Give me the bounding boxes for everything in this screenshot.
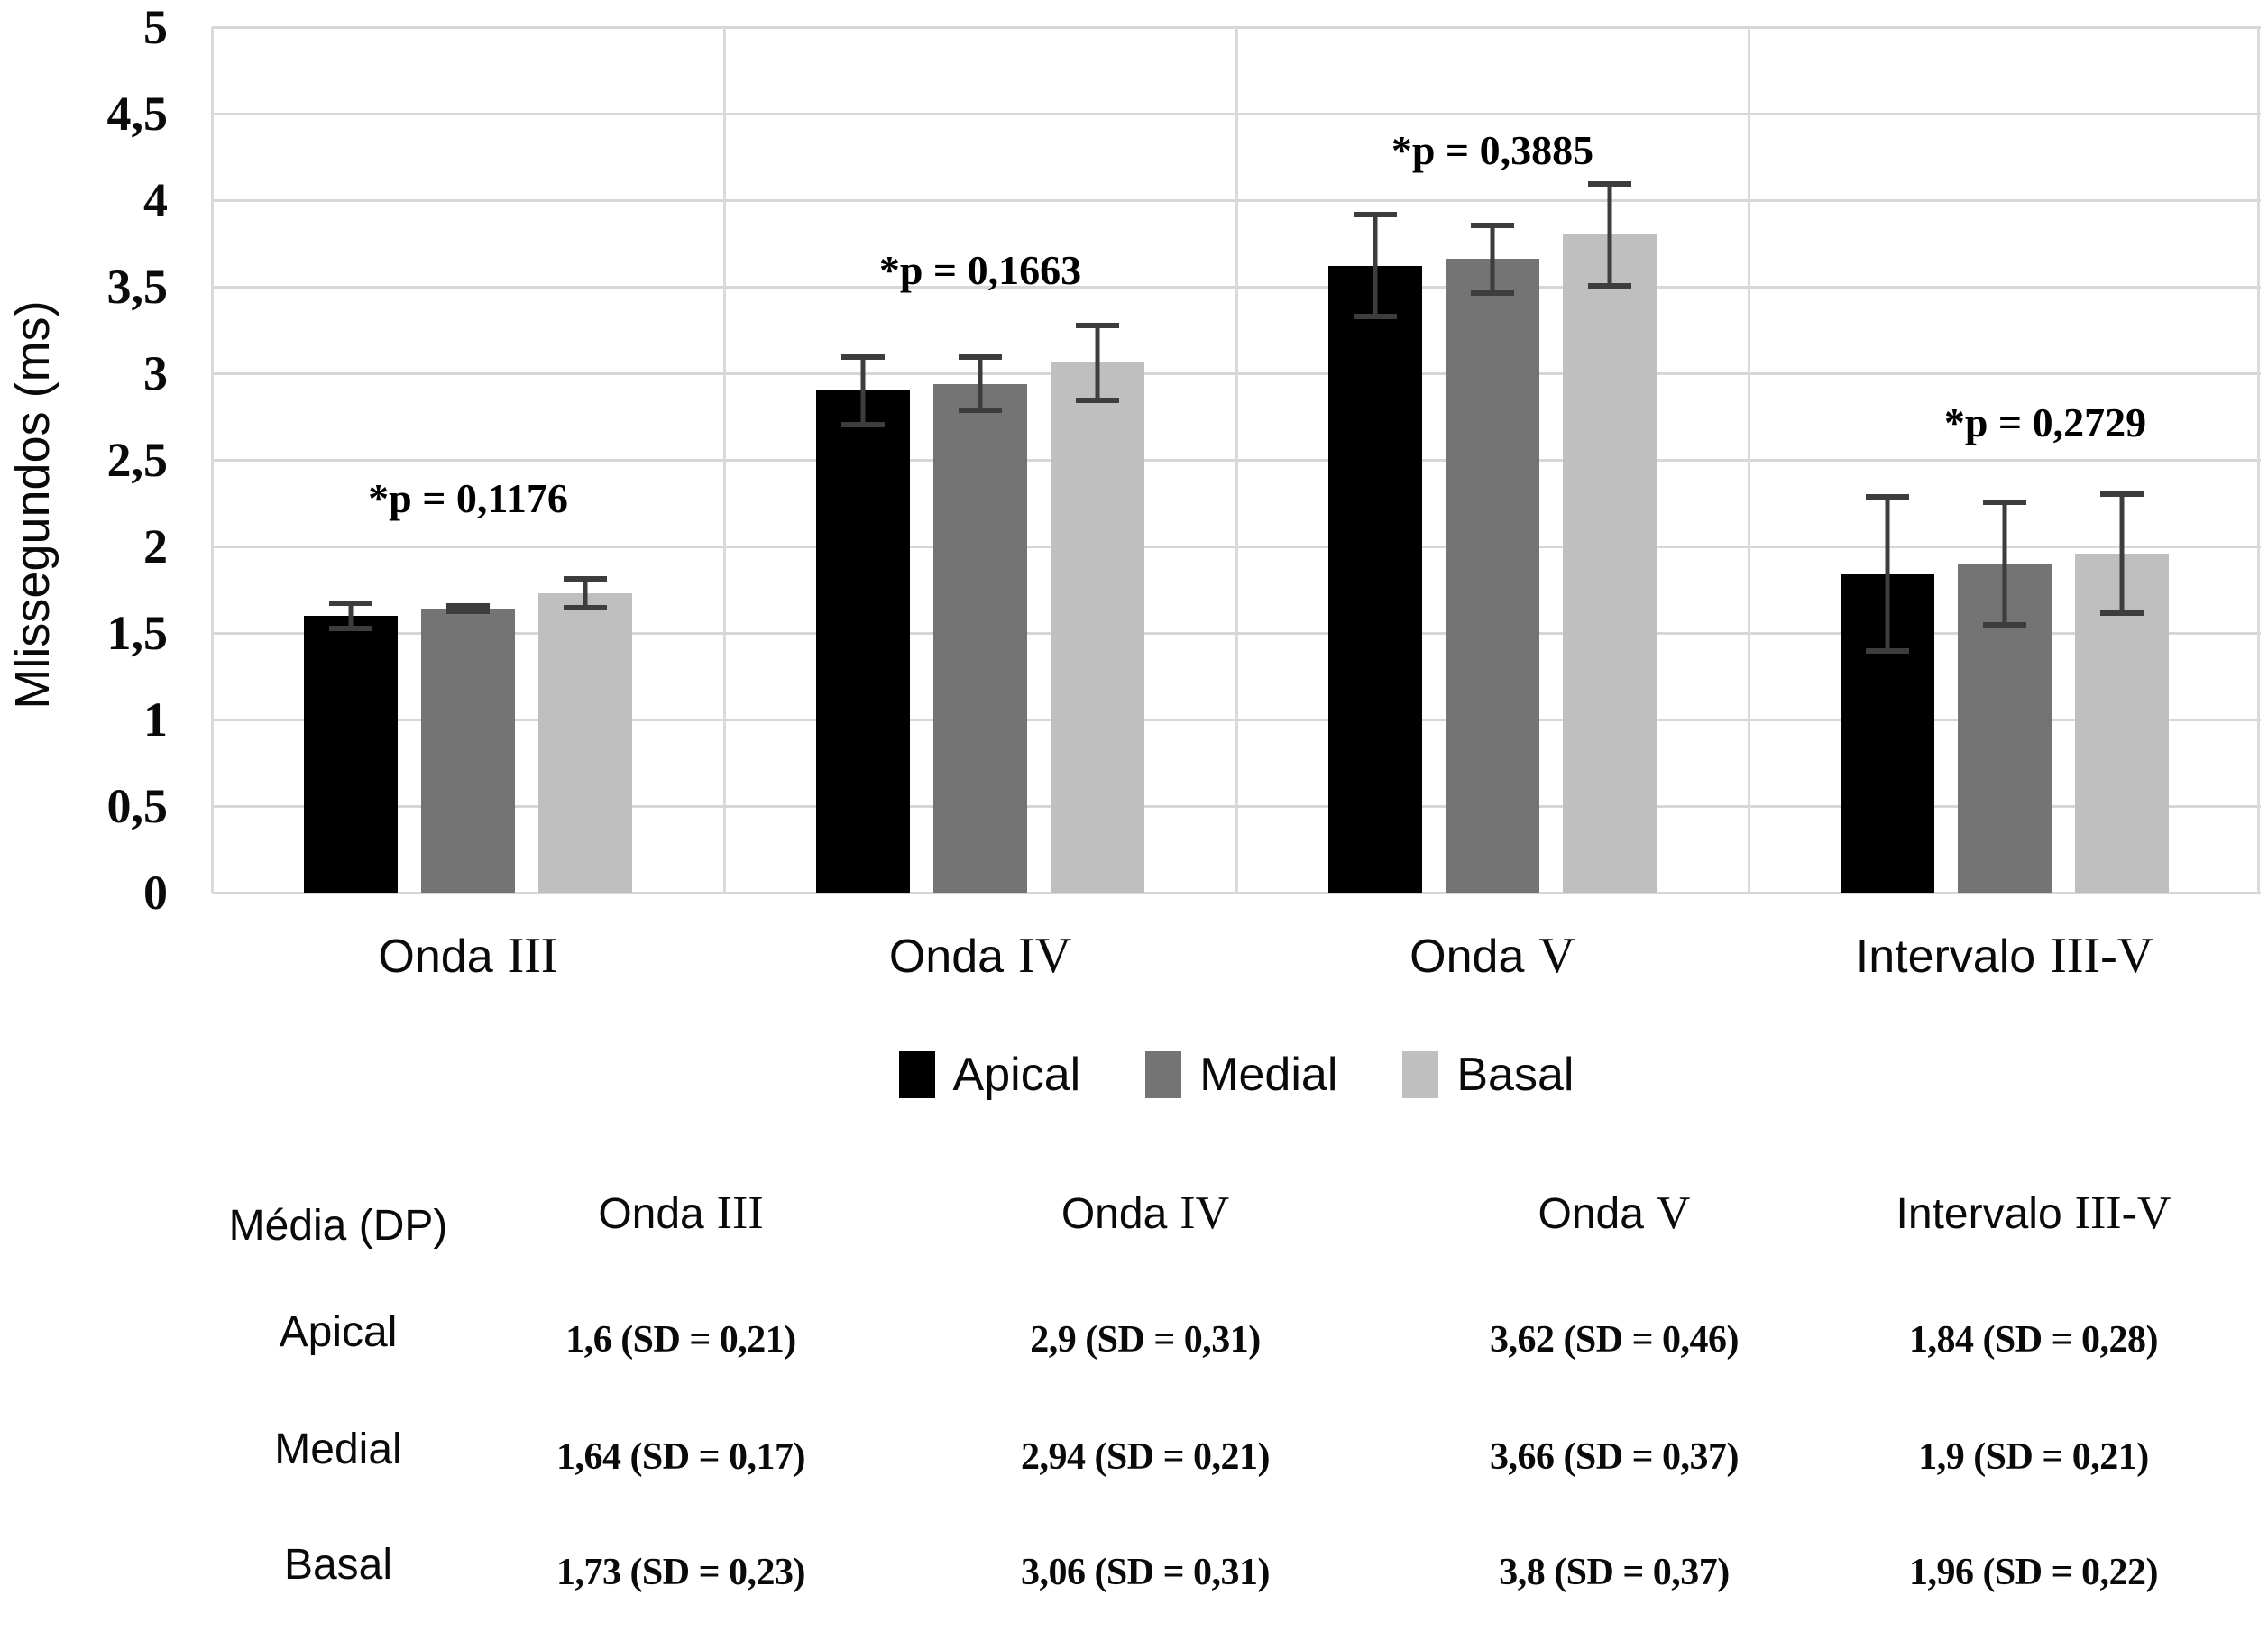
category-name: Onda xyxy=(378,931,493,983)
error-bar xyxy=(841,353,885,427)
error-bar xyxy=(959,353,1002,414)
table-cell: 1,64 (SD = 0,17) xyxy=(556,1436,806,1478)
bar-apical-1 xyxy=(304,615,398,893)
table-cell: 1,96 (SD = 0,22) xyxy=(1908,1552,2159,1593)
category-numeral: III xyxy=(507,928,558,984)
col-header-numeral: IV xyxy=(1180,1187,1230,1239)
col-header-name: Onda xyxy=(1538,1190,1644,1238)
y-tick-label: 4 xyxy=(143,173,168,227)
table-row-label: Basal xyxy=(283,1541,393,1589)
bar-apical-3 xyxy=(1328,265,1422,893)
table-cell: 1,9 (SD = 0,21) xyxy=(1918,1436,2149,1478)
y-tick-label: 0,5 xyxy=(106,779,169,833)
table-row-label: Apical xyxy=(279,1308,398,1356)
legend-item-basal: Basal xyxy=(1402,1048,1574,1102)
error-bar xyxy=(1588,180,1631,289)
bar-basal-1 xyxy=(538,592,632,893)
table-col-header: Onda IV xyxy=(920,1187,1371,1240)
y-axis-tick-labels: 5 4,5 4 3,5 3 2,5 2 1,5 1 0,5 0 xyxy=(0,0,169,956)
y-tick-label: 3 xyxy=(143,346,168,400)
table-cell: 2,94 (SD = 0,21) xyxy=(1020,1436,1271,1478)
legend-item-medial: Medial xyxy=(1145,1048,1337,1102)
legend-label: Apical xyxy=(952,1049,1081,1101)
y-tick-label: 4,5 xyxy=(106,87,169,141)
y-tick-label: 0 xyxy=(143,866,168,920)
y-tick-label: 5 xyxy=(143,0,168,54)
table-cell: 1,84 (SD = 0,28) xyxy=(1908,1319,2159,1361)
error-bar xyxy=(1866,494,1909,655)
gridline-vertical xyxy=(722,27,726,893)
error-bar xyxy=(329,600,372,632)
table-cell: 3,66 (SD = 0,37) xyxy=(1489,1436,1740,1478)
medial-swatch-icon xyxy=(1145,1051,1182,1098)
gridline-vertical xyxy=(1235,27,1238,893)
legend-label: Medial xyxy=(1199,1049,1338,1101)
col-header-name: Onda xyxy=(1061,1190,1168,1238)
legend-label: Basal xyxy=(1456,1049,1575,1101)
error-bar xyxy=(446,603,490,614)
table-col-header: Onda III xyxy=(451,1187,911,1240)
bar-basal-2 xyxy=(1051,362,1144,893)
bar-medial-2 xyxy=(933,383,1027,893)
y-tick-label: 1,5 xyxy=(106,606,169,660)
bar-basal-3 xyxy=(1563,234,1657,893)
col-header-numeral: III xyxy=(716,1187,764,1239)
y-tick-label: 1 xyxy=(143,692,168,747)
col-header-numeral: V xyxy=(1656,1187,1691,1239)
table-cell: 1,6 (SD = 0,21) xyxy=(565,1319,796,1361)
gridline-vertical xyxy=(2256,27,2260,893)
gridline-horizontal xyxy=(212,891,2261,894)
col-header-numeral: III-V xyxy=(2074,1187,2172,1239)
table-row-label: Medial xyxy=(274,1426,402,1473)
chart-legend: Apical Medial Basal xyxy=(212,1048,2261,1102)
y-tick-label: 2,5 xyxy=(106,433,169,487)
category-numeral: III-V xyxy=(2050,928,2154,984)
table-cell: 3,8 (SD = 0,37) xyxy=(1499,1552,1730,1593)
bar-medial-3 xyxy=(1446,259,1539,893)
gridline-vertical xyxy=(210,27,214,893)
category-numeral: IV xyxy=(1018,928,1072,984)
error-bar xyxy=(564,575,607,611)
legend-item-apical: Apical xyxy=(898,1048,1081,1102)
category-numeral: V xyxy=(1538,928,1575,984)
category-name: Onda xyxy=(888,931,1005,983)
p-value-label: *p = 0,1176 xyxy=(368,475,568,522)
table-col-header: Intervalo III-V xyxy=(1822,1187,2245,1240)
table-corner-header: Média (DP) xyxy=(228,1202,448,1250)
y-tick-label: 2 xyxy=(143,519,168,573)
table-cell: 3,06 (SD = 0,31) xyxy=(1020,1552,1271,1593)
apical-swatch-icon xyxy=(898,1051,935,1098)
p-value-label: *p = 0,1663 xyxy=(878,246,1082,293)
p-value-label: *p = 0,3885 xyxy=(1391,127,1594,174)
table-cell: 3,62 (SD = 0,46) xyxy=(1489,1319,1740,1361)
error-bar xyxy=(2100,491,2144,616)
error-bar xyxy=(1354,212,1397,320)
plot-area: *p = 0,1176 *p = 0,1663 *p = 0,3885 *p = 0,… xyxy=(210,25,2261,894)
table-col-header: Onda V xyxy=(1389,1187,1840,1240)
col-header-name: Onda xyxy=(598,1190,704,1238)
x-category-label: Onda III xyxy=(378,927,557,985)
error-bar xyxy=(1076,323,1119,403)
gridline-vertical xyxy=(1747,27,1750,893)
error-bar xyxy=(1471,222,1514,296)
x-category-label: Onda IV xyxy=(889,927,1071,985)
p-value-label: *p = 0,2729 xyxy=(1943,399,2147,445)
bar-medial-1 xyxy=(421,609,515,893)
basal-swatch-icon xyxy=(1402,1051,1439,1098)
category-name: Onda xyxy=(1409,931,1525,983)
error-bar xyxy=(1983,500,2026,628)
category-name: Intervalo xyxy=(1855,931,2036,983)
col-header-name: Intervalo xyxy=(1896,1190,2062,1238)
table-cell: 1,73 (SD = 0,23) xyxy=(556,1552,806,1593)
bar-apical-2 xyxy=(816,390,910,893)
x-category-label: Onda V xyxy=(1409,927,1575,985)
y-tick-label: 3,5 xyxy=(106,260,169,314)
table-cell: 2,9 (SD = 0,31) xyxy=(1030,1319,1261,1361)
x-category-label: Intervalo III-V xyxy=(1856,927,2154,985)
